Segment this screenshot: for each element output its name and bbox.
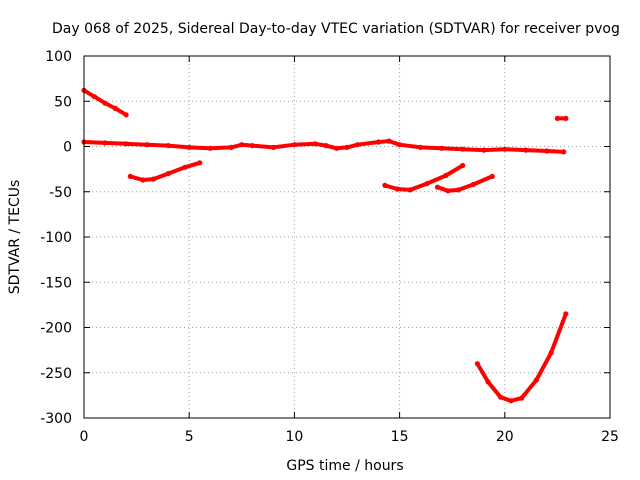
data-point bbox=[523, 147, 529, 153]
data-point bbox=[443, 172, 449, 179]
data-point bbox=[460, 146, 466, 152]
x-tick-label: 5 bbox=[185, 429, 194, 445]
data-point bbox=[386, 138, 392, 144]
data-point bbox=[102, 140, 108, 146]
grid-layer bbox=[84, 56, 610, 418]
x-axis-title: GPS time / hours bbox=[286, 458, 403, 474]
data-point bbox=[533, 377, 540, 383]
data-point bbox=[323, 143, 329, 149]
data-point bbox=[123, 112, 129, 118]
data-point bbox=[376, 139, 382, 145]
data-point bbox=[113, 105, 119, 112]
data-point bbox=[102, 100, 108, 106]
x-tick-label: 15 bbox=[391, 429, 409, 445]
data-point bbox=[544, 148, 550, 154]
data-point bbox=[150, 176, 156, 182]
y-axis-title: SDTVAR / TECUs bbox=[7, 180, 23, 295]
plot-frame bbox=[83, 55, 611, 419]
tick-layer: 0 5 10 15 20 25 100 50 0 -50 -100 -150 -200 -250 -300 bbox=[40, 49, 619, 445]
x-tick-label: 0 bbox=[80, 429, 89, 445]
y-tick-label: 50 bbox=[54, 94, 72, 110]
data-point bbox=[91, 94, 98, 100]
y-tick-label: -250 bbox=[40, 366, 72, 382]
data-point bbox=[474, 361, 480, 367]
x-tick-label: 20 bbox=[496, 429, 514, 445]
series-line bbox=[475, 311, 568, 403]
data-point bbox=[186, 144, 192, 150]
data-point bbox=[165, 171, 171, 177]
y-tick-label: -300 bbox=[40, 411, 72, 427]
data-point bbox=[563, 115, 569, 121]
data-point bbox=[312, 141, 318, 147]
data-point bbox=[460, 162, 466, 169]
y-tick-label: -200 bbox=[40, 321, 72, 337]
series-line bbox=[435, 174, 495, 193]
y-tick-label: 0 bbox=[63, 140, 72, 156]
data-point bbox=[344, 144, 350, 150]
data-point bbox=[455, 187, 462, 193]
data-point bbox=[397, 142, 403, 148]
data-point bbox=[502, 146, 508, 152]
y-tick-label: -100 bbox=[40, 230, 72, 246]
series-line bbox=[382, 163, 465, 192]
data-point bbox=[354, 142, 361, 148]
y-tick-label: 100 bbox=[45, 49, 72, 65]
data-point bbox=[481, 147, 487, 153]
data-point bbox=[445, 188, 451, 194]
data-point bbox=[394, 186, 401, 192]
data-point bbox=[508, 398, 514, 404]
data-point bbox=[439, 145, 445, 151]
y-tick-label: -150 bbox=[40, 275, 72, 291]
data-point bbox=[548, 350, 554, 356]
data-point bbox=[418, 144, 424, 150]
data-point bbox=[197, 160, 203, 166]
data-point bbox=[140, 177, 146, 183]
data-point bbox=[563, 311, 569, 317]
data-point bbox=[270, 144, 276, 150]
data-point bbox=[561, 149, 567, 155]
data-point bbox=[239, 142, 245, 148]
data-point bbox=[249, 143, 255, 149]
series-line bbox=[82, 139, 566, 154]
data-point bbox=[554, 115, 561, 121]
data-point bbox=[489, 173, 495, 179]
x-tick-label: 25 bbox=[601, 429, 619, 445]
data-point bbox=[498, 394, 504, 400]
data-point bbox=[127, 173, 133, 179]
data-point bbox=[182, 164, 188, 170]
chart-title: Day 068 of 2025, Sidereal Day-to-day VTE… bbox=[52, 21, 620, 37]
data-point bbox=[123, 141, 129, 147]
data-point bbox=[424, 181, 430, 187]
series-layer bbox=[81, 87, 569, 404]
data-point bbox=[434, 184, 441, 190]
data-point bbox=[207, 145, 213, 151]
data-point bbox=[144, 142, 150, 148]
data-point bbox=[485, 379, 491, 385]
data-point bbox=[333, 145, 340, 151]
data-point bbox=[407, 187, 413, 193]
data-point bbox=[165, 143, 171, 149]
series-line bbox=[128, 160, 202, 182]
x-tick-label: 10 bbox=[285, 429, 303, 445]
data-point bbox=[291, 142, 297, 148]
data-point bbox=[470, 181, 476, 188]
y-tick-label: -50 bbox=[49, 185, 72, 201]
data-point bbox=[382, 182, 388, 188]
data-point bbox=[519, 395, 525, 401]
data-point bbox=[228, 144, 234, 150]
